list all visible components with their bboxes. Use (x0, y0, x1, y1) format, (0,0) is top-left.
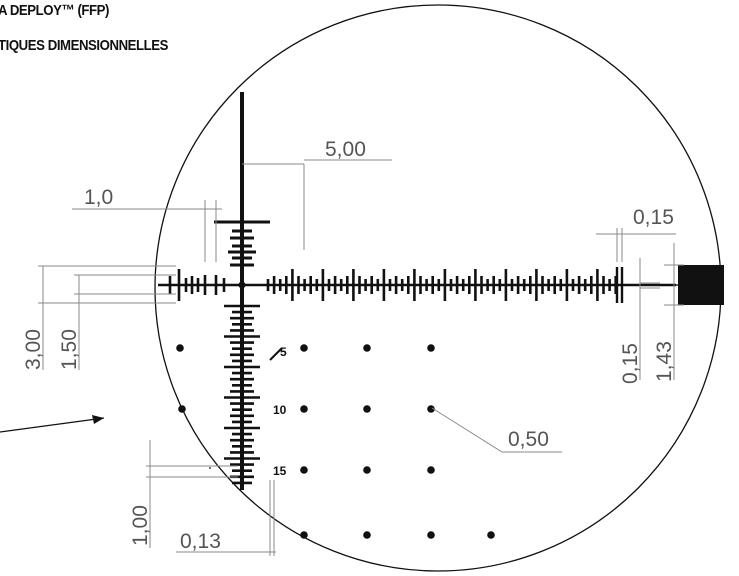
dim-line-width-right: 0,15 (596, 206, 676, 262)
dim-left-inner-label: 1,50 (58, 329, 81, 370)
holdover-dot (363, 531, 371, 539)
dim-right-post-label: 1,43 (653, 341, 676, 382)
holdover-dots (176, 344, 495, 539)
holdover-dot (300, 344, 308, 352)
center-dot (238, 281, 246, 289)
dim-tick-thickness-label: 0,13 (180, 530, 221, 553)
holdover-dot (363, 344, 371, 352)
vertical-upper-ticks (214, 220, 270, 267)
vertical-lower-ticks (224, 304, 260, 485)
dim-line-width-right-label: 0,15 (633, 206, 674, 229)
holdover-label-5: 5 (280, 345, 287, 359)
dim-hash-spacing-label: 1,0 (84, 186, 113, 209)
holdover-dot (427, 344, 435, 352)
holdover-dot (300, 405, 308, 413)
right-post (678, 265, 724, 305)
holdover-dot (300, 466, 308, 474)
horizontal-right-ticks (266, 267, 624, 303)
holdover-label-15: 15 (273, 464, 287, 478)
title-line-1: A DEPLOY™ (FFP) (0, 2, 109, 19)
title-line-2: TIQUES DIMENSIONNELLES (0, 37, 169, 54)
stray-dot (209, 467, 211, 469)
dim-hash-spacing: 1,0 (72, 186, 222, 262)
holdover-arrow-5 (269, 347, 283, 361)
dim-center-spacing: 5,00 (242, 138, 392, 250)
holdover-dot (427, 466, 435, 474)
dim-dot-size: 0,50 (431, 407, 562, 453)
holdover-dot (363, 466, 371, 474)
dim-dot-size-label: 0,50 (508, 428, 549, 451)
dim-tick-thickness: 0,13 (176, 480, 276, 556)
dim-right-thickness-label: 0,15 (619, 343, 642, 384)
pointer-arrow (0, 417, 105, 433)
holdover-dot (427, 531, 435, 539)
holdover-dot (487, 531, 495, 539)
holdover-dot (300, 531, 308, 539)
dim-right-heights: 0,15 1,43 (619, 243, 684, 384)
dim-lower-spacing-label: 1,00 (129, 505, 152, 546)
horizontal-left-ticks (168, 269, 226, 301)
pointer-arrowhead (92, 415, 104, 424)
holdover-dot (176, 344, 184, 352)
holdover-label-10: 10 (273, 403, 287, 417)
dim-lower-hash-spacing: 1,00 (129, 440, 238, 548)
dim-left-heights: 3,00 1,50 (22, 265, 176, 370)
holdover-dot (178, 405, 186, 413)
dim-center-spacing-label: 5,00 (325, 138, 366, 161)
holdover-dot (427, 405, 435, 413)
dim-left-outer-label: 3,00 (22, 329, 45, 370)
holdover-dot (363, 405, 371, 413)
